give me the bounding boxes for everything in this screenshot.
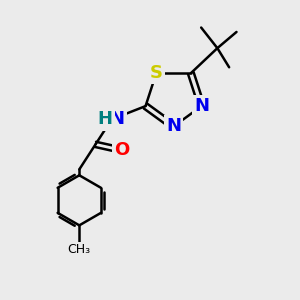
- Text: N: N: [110, 110, 124, 128]
- Text: O: O: [114, 141, 130, 159]
- Text: N: N: [166, 117, 181, 135]
- Text: S: S: [150, 64, 163, 82]
- Text: H: H: [98, 110, 113, 128]
- Text: CH₃: CH₃: [68, 243, 91, 256]
- Text: N: N: [194, 97, 209, 115]
